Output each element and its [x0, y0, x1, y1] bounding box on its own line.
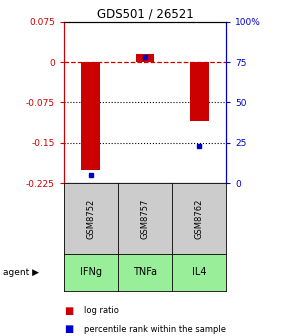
Text: GSM8757: GSM8757	[140, 198, 150, 239]
Text: log ratio: log ratio	[84, 306, 119, 315]
Text: percentile rank within the sample: percentile rank within the sample	[84, 325, 226, 334]
Bar	[135, 54, 155, 62]
Text: IFNg: IFNg	[80, 267, 102, 277]
Text: agent ▶: agent ▶	[3, 268, 39, 277]
Bar	[190, 62, 209, 121]
Text: GSM8762: GSM8762	[195, 198, 204, 239]
Bar	[81, 62, 100, 170]
Text: IL4: IL4	[192, 267, 206, 277]
Text: GSM8752: GSM8752	[86, 198, 95, 239]
Title: GDS501 / 26521: GDS501 / 26521	[97, 8, 193, 21]
Text: TNFa: TNFa	[133, 267, 157, 277]
Text: ■: ■	[64, 306, 73, 316]
Text: ■: ■	[64, 324, 73, 334]
